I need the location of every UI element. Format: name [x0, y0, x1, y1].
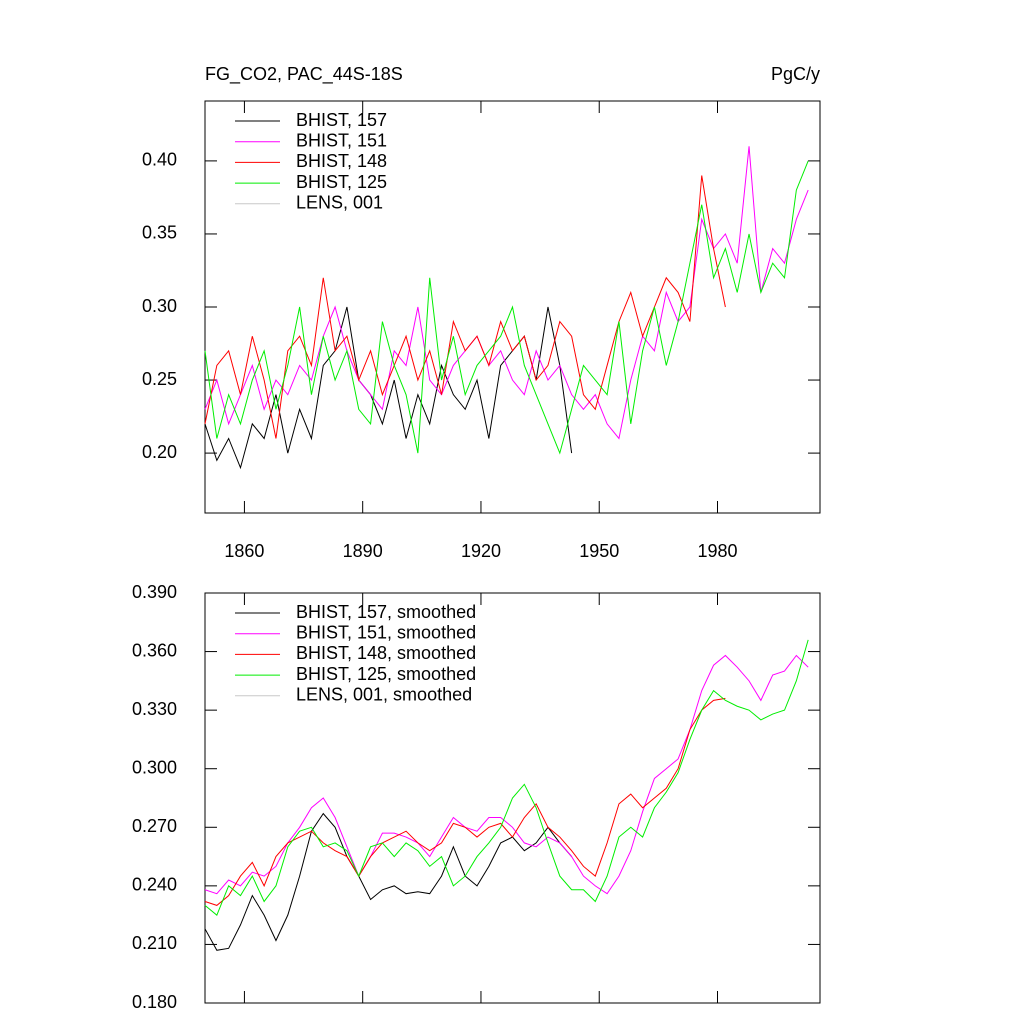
series-line	[204, 639, 809, 916]
series-line	[204, 697, 726, 906]
y-tick-label: 0.180	[132, 992, 177, 1012]
legend-label: BHIST, 125	[296, 172, 387, 192]
series-line	[204, 175, 726, 439]
legend-label: BHIST, 151	[296, 130, 387, 150]
y-tick-label: 0.40	[142, 150, 177, 170]
y-tick-label: 0.25	[142, 369, 177, 389]
y-tick-label: 0.300	[132, 757, 177, 777]
series-line	[204, 146, 809, 440]
legend-label: BHIST, 148, smoothed	[296, 643, 476, 663]
x-tick-label: 1950	[579, 541, 619, 561]
y-tick-label: 0.30	[142, 296, 177, 316]
y-tick-label: 0.330	[132, 699, 177, 719]
x-tick-label: 1920	[461, 541, 501, 561]
y-tick-label: 0.390	[132, 582, 177, 602]
y-tick-label: 0.240	[132, 875, 177, 895]
series-line	[204, 306, 573, 470]
units-label: PgC/y	[771, 64, 820, 84]
x-tick-label: 1980	[697, 541, 737, 561]
y-tick-label: 0.35	[142, 223, 177, 243]
series-line	[204, 160, 809, 455]
y-tick-label: 0.210	[132, 933, 177, 953]
legend-label: LENS, 001	[296, 193, 383, 213]
plot-frame	[204, 592, 821, 1004]
y-tick-label: 0.270	[132, 816, 177, 836]
series-line	[204, 654, 809, 895]
x-tick-label: 1890	[343, 541, 383, 561]
legend-label: BHIST, 157, smoothed	[296, 602, 476, 622]
legend-label: BHIST, 125, smoothed	[296, 664, 476, 684]
legend-label: LENS, 001, smoothed	[296, 685, 472, 705]
y-tick-label: 0.360	[132, 640, 177, 660]
series-line	[204, 812, 573, 951]
y-tick-label: 0.20	[142, 442, 177, 462]
legend-label: BHIST, 151, smoothed	[296, 622, 476, 642]
chart-title: FG_CO2, PAC_44S-18S	[205, 64, 403, 85]
x-tick-label: 1860	[224, 541, 264, 561]
legend-label: BHIST, 148	[296, 151, 387, 171]
legend-label: BHIST, 157	[296, 110, 387, 130]
